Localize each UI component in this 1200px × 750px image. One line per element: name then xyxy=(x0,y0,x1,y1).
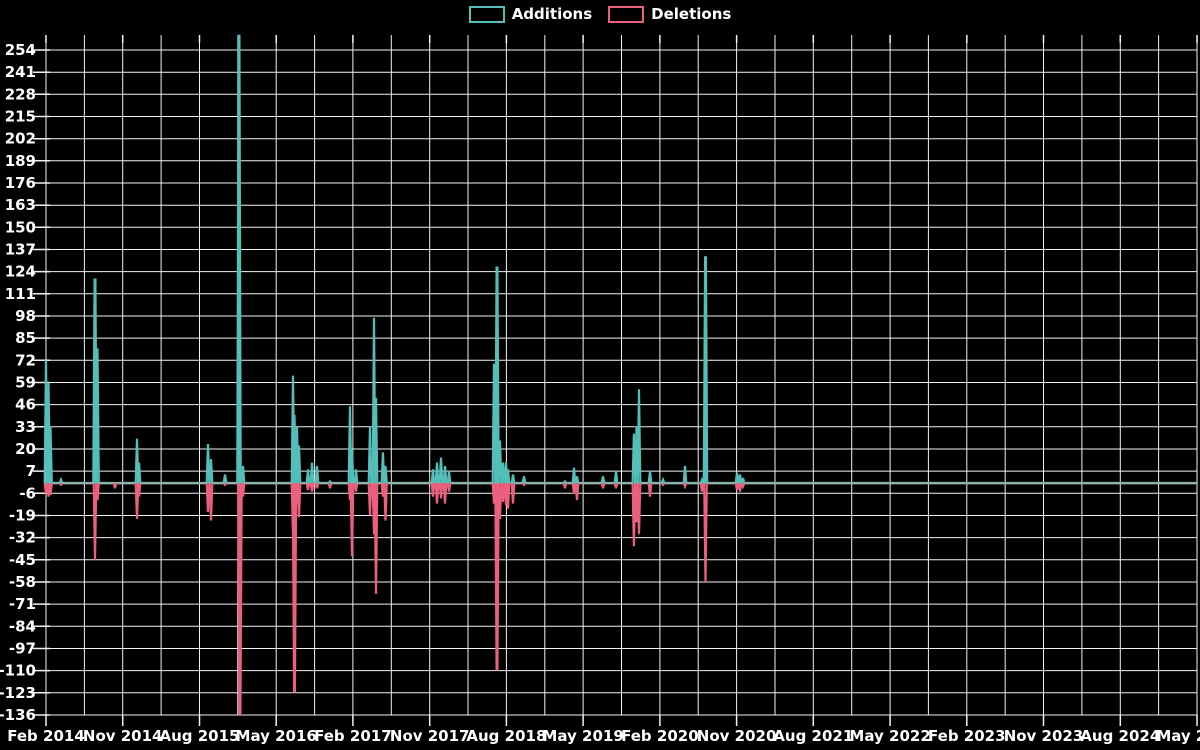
y-tick-label: 33 xyxy=(15,418,36,436)
legend-additions-label: Additions xyxy=(511,5,593,23)
y-tick-label: 202 xyxy=(5,130,36,148)
x-tick-label: May 2016 xyxy=(236,727,317,745)
y-tick-label: 163 xyxy=(5,196,36,214)
x-tick-label: Feb 2017 xyxy=(314,727,392,745)
x-tick-label: Aug 2021 xyxy=(773,727,853,745)
y-tick-label: -6 xyxy=(19,484,36,502)
y-tick-label: -84 xyxy=(9,617,36,635)
legend-deletions-label: Deletions xyxy=(651,5,732,23)
y-tick-label: -32 xyxy=(9,529,36,547)
y-tick-label: 72 xyxy=(15,351,36,369)
y-tick-label: 59 xyxy=(15,374,36,392)
y-tick-label: 189 xyxy=(5,152,36,170)
y-tick-label: 20 xyxy=(15,440,36,458)
x-tick-label: Feb 2014 xyxy=(7,727,85,745)
y-tick-label: 7 xyxy=(26,462,36,480)
y-tick-label: -97 xyxy=(9,640,36,658)
deletions-swatch-icon xyxy=(608,6,645,23)
chart-legend: Additions Deletions xyxy=(0,6,1200,23)
y-tick-label: -123 xyxy=(0,684,36,702)
y-tick-label: -71 xyxy=(9,595,36,613)
y-tick-label: 98 xyxy=(15,307,36,325)
x-tick-label: Nov 2023 xyxy=(1004,727,1084,745)
y-tick-label: 176 xyxy=(5,174,36,192)
y-tick-label: -19 xyxy=(9,507,36,525)
y-tick-label: 254 xyxy=(5,41,36,59)
y-tick-label: 137 xyxy=(5,241,36,259)
legend-item-deletions: Deletions xyxy=(608,6,731,23)
y-tick-label: -110 xyxy=(0,662,36,680)
y-tick-label: 228 xyxy=(5,85,36,103)
x-tick-label: Nov 2014 xyxy=(83,727,163,745)
x-tick-label: Feb 2023 xyxy=(928,727,1006,745)
additions-series xyxy=(43,34,746,484)
y-tick-label: 85 xyxy=(15,329,36,347)
additions-swatch-icon xyxy=(468,6,505,23)
x-tick-label: Aug 2015 xyxy=(160,727,240,745)
deletions-series xyxy=(43,482,746,716)
x-tick-label: Nov 2017 xyxy=(390,727,470,745)
legend-item-additions: Additions xyxy=(468,5,593,23)
y-tick-label: -58 xyxy=(9,573,36,591)
x-tick-label: May 2019 xyxy=(542,727,623,745)
y-tick-label: 241 xyxy=(5,63,36,81)
x-tick-label: Feb 2020 xyxy=(621,727,699,745)
y-tick-label: 46 xyxy=(15,396,36,414)
y-tick-label: 150 xyxy=(5,218,36,236)
y-tick-label: -136 xyxy=(0,706,36,724)
x-tick-label: Aug 2024 xyxy=(1080,727,1160,745)
x-tick-label: May 2025 xyxy=(1156,727,1200,745)
y-tick-label: 215 xyxy=(5,108,36,126)
x-tick-label: May 2022 xyxy=(849,727,930,745)
x-tick-label: Nov 2020 xyxy=(697,727,777,745)
y-tick-label: -45 xyxy=(9,551,36,569)
y-tick-label: 124 xyxy=(5,263,36,281)
x-tick-label: Aug 2018 xyxy=(466,727,546,745)
y-tick-label: 111 xyxy=(5,285,36,303)
